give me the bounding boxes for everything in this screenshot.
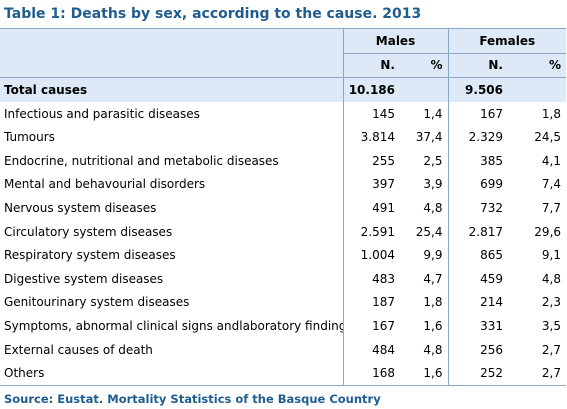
- cause-label: Infectious and parasitic diseases: [4, 106, 200, 121]
- cause-label: Endocrine, nutritional and metabolic dis…: [4, 153, 279, 168]
- males-n-cell: 484: [342, 337, 400, 362]
- females-n-cell: 2.817: [447, 219, 508, 244]
- males-pct-cell: 37,4: [415, 130, 443, 145]
- cause-label: Genitourinary system diseases: [4, 295, 190, 310]
- females-pct-cell: 1,8: [541, 106, 562, 121]
- males-n-cell: 168: [342, 361, 400, 386]
- males-pct-cell: 1,8: [423, 295, 443, 310]
- cause-label: Circulatory system diseases: [4, 224, 173, 239]
- females-pct-cell: 29,6: [534, 224, 562, 239]
- females-n-cell: 2.329: [447, 125, 508, 149]
- table-row: Endocrine, nutritional and metabolic dis…: [0, 148, 566, 173]
- females-n-cell: 865: [447, 243, 508, 267]
- females-pct-cell: 2,7: [541, 342, 562, 357]
- total-males-n: 10.186: [342, 77, 400, 102]
- table-row: Genitourinary system diseases 187 1,8 214 2,…: [0, 290, 566, 315]
- cause-label: External causes of death: [4, 342, 153, 357]
- table-row: Tumours 3.814 37,4 2.329 24,5: [0, 125, 566, 149]
- source-note: Source: Eustat. Mortality Statistics of …: [4, 392, 381, 406]
- females-n-cell: 331: [447, 314, 508, 338]
- females-n-cell: 252: [447, 361, 508, 386]
- header-corner: [0, 28, 343, 54]
- cause-label: Others: [0, 361, 343, 386]
- header-sub-row: N. % N. %: [0, 53, 567, 79]
- total-females-pct: [508, 77, 567, 102]
- males-n-cell: 1.004: [342, 243, 400, 267]
- cause-label: Mental and behavourial disorders: [4, 177, 206, 192]
- males-pct-cell: 1,6: [423, 318, 443, 333]
- table-row: Symptoms, abnormal clinical signs andlab…: [0, 314, 566, 338]
- header-males: Males: [342, 28, 448, 54]
- cause-label: Digestive system diseases: [4, 271, 164, 286]
- males-pct-cell: 25,4: [415, 224, 443, 239]
- table-row: Respiratory system diseases 1.004 9,9 865 9,…: [0, 243, 566, 267]
- males-n-cell: 3.814: [342, 125, 400, 149]
- table-title: Table 1: Deaths by sex, according to the…: [4, 6, 422, 22]
- males-n-cell: 167: [342, 314, 400, 338]
- header-females: Females: [447, 28, 567, 54]
- table-row: Circulatory system diseases 2.591 25,4 2.81…: [0, 219, 566, 244]
- males-pct-cell: 1,4: [423, 106, 443, 121]
- males-pct-cell: 2,5: [423, 153, 443, 168]
- table-row: Infectious and parasitic diseases 145 1,4 1…: [0, 101, 566, 126]
- females-pct-cell: 2,7: [508, 361, 567, 386]
- females-pct-cell: 4,1: [541, 153, 562, 168]
- cause-label: Symptoms, abnormal clinical signs andlab…: [4, 318, 343, 333]
- females-n-cell: 459: [447, 266, 508, 291]
- females-n-cell: 732: [447, 196, 508, 220]
- females-pct-cell: 3,5: [541, 318, 562, 333]
- males-pct-cell: 1,6: [400, 361, 448, 386]
- females-n-cell: 167: [447, 101, 508, 126]
- table-row: Mental and behavourial disorders 397 3,9 69…: [0, 172, 566, 197]
- cause-label: Nervous system diseases: [4, 200, 157, 215]
- table-row: Others 168 1,6 252 2,7: [0, 361, 567, 386]
- header-males-n: N.: [342, 53, 400, 79]
- table-row: External causes of death 484 4,8 256 2,7: [0, 337, 566, 362]
- females-pct-cell: 24,5: [534, 130, 562, 145]
- males-pct-cell: 4,8: [423, 342, 443, 357]
- females-n-cell: 256: [447, 337, 508, 362]
- females-pct-cell: 9,1: [541, 248, 562, 263]
- header-corner-sub: [0, 53, 343, 79]
- total-males-pct: [400, 77, 448, 102]
- total-row: Total causes 10.186 9.506: [0, 77, 567, 102]
- total-label: Total causes: [0, 77, 343, 102]
- females-n-cell: 214: [447, 290, 508, 315]
- females-pct-cell: 7,4: [541, 177, 562, 192]
- males-n-cell: 145: [342, 101, 400, 126]
- males-n-cell: 491: [342, 196, 400, 220]
- females-n-cell: 385: [447, 148, 508, 173]
- males-pct-cell: 4,8: [423, 200, 443, 215]
- males-n-cell: 187: [342, 290, 400, 315]
- header-males-pct: %: [400, 53, 448, 79]
- header-group-row: Males Females: [0, 28, 567, 54]
- females-pct-cell: 2,3: [541, 295, 562, 310]
- cause-rows: Infectious and parasitic diseases 145 1,4 1…: [0, 101, 567, 386]
- females-pct-cell: 7,7: [541, 200, 562, 215]
- males-pct-cell: 9,9: [423, 248, 443, 263]
- cause-label: Respiratory system diseases: [4, 248, 176, 263]
- table-row: Digestive system diseases 483 4,7 459 4,8: [0, 266, 566, 291]
- deaths-table: Males Females N. % N. % Total causes 10.…: [0, 28, 567, 386]
- cause-label: Tumours: [4, 130, 55, 145]
- females-n-cell: 699: [447, 172, 508, 197]
- total-females-n: 9.506: [447, 77, 508, 102]
- males-n-cell: 255: [342, 148, 400, 173]
- males-pct-cell: 4,7: [423, 271, 443, 286]
- table-row: Nervous system diseases 491 4,8 732 7,7: [0, 196, 566, 220]
- males-pct-cell: 3,9: [423, 177, 443, 192]
- males-n-cell: 2.591: [342, 219, 400, 244]
- males-n-cell: 397: [342, 172, 400, 197]
- males-n-cell: 483: [342, 266, 400, 291]
- females-pct-cell: 4,8: [541, 271, 562, 286]
- header-females-n: N.: [447, 53, 508, 79]
- header-females-pct: %: [508, 53, 567, 79]
